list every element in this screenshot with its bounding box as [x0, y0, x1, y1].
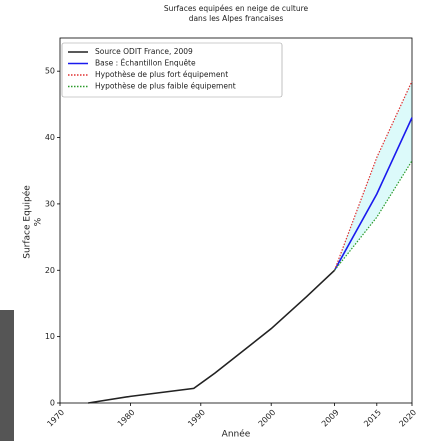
legend: Source ODIT France, 2009 Base : Échantill…: [62, 43, 282, 97]
legend-label: Base : Échantillon Enquête: [95, 59, 196, 68]
y-axis-label: Surface Equipée: [22, 185, 33, 259]
x-tick-label: 2009: [320, 408, 341, 429]
x-tick-label: 1970: [45, 408, 66, 429]
series-line: [88, 270, 334, 403]
x-tick-label: 2020: [397, 408, 418, 429]
legend-label: Hypothèse de plus fort équipement: [95, 70, 228, 79]
y-tick-label: 40: [45, 133, 55, 142]
y-tick-label: 20: [45, 266, 55, 275]
y-axis-label: %: [34, 217, 44, 226]
x-tick-label: 1990: [186, 408, 207, 429]
band: [335, 81, 412, 270]
x-axis-label: Année: [222, 429, 251, 440]
y-tick-label: 10: [45, 332, 55, 341]
x-tick-label: 2000: [257, 408, 278, 429]
y-tick-label: 30: [45, 199, 55, 208]
legend-label: Source ODIT France, 2009: [95, 47, 193, 56]
y-tick-label: 50: [45, 67, 55, 76]
photo-fragment: [0, 310, 14, 441]
x-tick-label: 1980: [116, 408, 137, 429]
chart: Surfaces equipées en neige de culture da…: [0, 0, 433, 441]
x-tick-label: 2015: [362, 408, 383, 429]
y-tick-label: 0: [50, 399, 55, 408]
chart-title: Surfaces equipées en neige de culture: [164, 4, 309, 13]
chart-title: dans les Alpes francaises: [189, 14, 284, 23]
legend-label: Hypothèse de plus faible équipement: [95, 82, 236, 91]
